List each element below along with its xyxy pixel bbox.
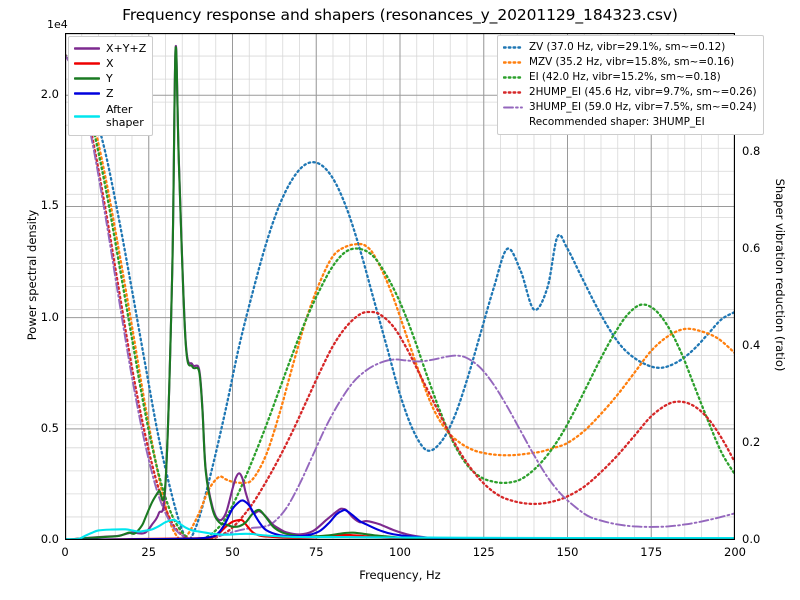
y-tick-label-right: 0.2 [742, 434, 761, 449]
series-ei [65, 53, 735, 540]
legend-line-swatch [503, 87, 523, 98]
legend-item-3hump_ei[interactable]: 3HUMP_EI (59.0 Hz, vibr=7.5%, sm~=0.24) [503, 100, 757, 115]
y-tick-label-left: 2.0 [40, 87, 59, 102]
y-axis-offset-text: 1e4 [47, 18, 68, 31]
x-axis-label: Frequency, Hz [359, 568, 441, 582]
y-axis-label-right: Shaper vibration reduction (ratio) [773, 178, 787, 372]
x-tick-label: 25 [141, 545, 157, 559]
legend-line-swatch [503, 72, 523, 83]
y-tick-label-left: 0.5 [40, 420, 59, 435]
series-mzv [65, 53, 735, 540]
legend-item-label: 2HUMP_EI (45.6 Hz, vibr=9.7%, sm~=0.26) [529, 86, 757, 98]
legend-item-label: EI (42.0 Hz, vibr=15.2%, sm~=0.18) [529, 71, 721, 83]
x-tick-label: 125 [472, 545, 495, 559]
legend-item-label: Z [106, 87, 114, 100]
x-tick-label: 0 [61, 545, 69, 559]
legend-item-label: After shaper [106, 103, 144, 129]
recommended-shaper-note: Recommended shaper: 3HUMP_EI [503, 115, 757, 130]
legend-item-2hump_ei[interactable]: 2HUMP_EI (45.6 Hz, vibr=9.7%, sm~=0.26) [503, 85, 757, 100]
series-y [65, 46, 735, 540]
legend-line-swatch [74, 88, 100, 99]
legend-item-z[interactable]: Z [74, 86, 146, 101]
legend-item-zv[interactable]: ZV (37.0 Hz, vibr=29.1%, sm~=0.12) [503, 40, 757, 55]
legend-line-swatch [74, 58, 100, 69]
y-tick-label-right: 0.0 [742, 532, 761, 546]
x-tick-label: 200 [724, 545, 746, 559]
x-tick-label: 75 [308, 545, 324, 559]
legend-item-label: 3HUMP_EI (59.0 Hz, vibr=7.5%, sm~=0.24) [529, 101, 757, 113]
legend-line-swatch [74, 73, 100, 84]
series-3hump_ei [65, 53, 735, 540]
y-tick-label-right: 0.4 [742, 337, 761, 352]
legend-item-after-shaper[interactable]: After shaper [74, 101, 146, 131]
x-tick-label: 100 [389, 545, 411, 559]
series-after-shaper [65, 518, 735, 540]
y-tick-label-left: 1.5 [40, 198, 59, 213]
legend-item-y[interactable]: Y [74, 71, 146, 86]
legend-line-swatch [74, 43, 100, 54]
legend-item-label: X+Y+Z [106, 42, 147, 55]
legend-item-x[interactable]: X [74, 56, 146, 71]
legend-item-label: MZV (35.2 Hz, vibr=15.8%, sm~=0.16) [529, 56, 735, 68]
y-tick-label-right: 0.6 [742, 240, 761, 255]
x-tick-label: 150 [556, 545, 579, 559]
legend-item-x-y-z[interactable]: X+Y+Z [74, 41, 146, 56]
y-axis-label-left: Power spectral density [25, 209, 39, 341]
recommended-shaper-label: Recommended shaper: 3HUMP_EI [529, 116, 705, 128]
legend-signals: X+Y+Z X Y Z After shaper [68, 36, 154, 136]
y-tick-label-left: 0.0 [40, 532, 59, 546]
legend-shapers: ZV (37.0 Hz, vibr=29.1%, sm~=0.12) MZV (3… [497, 35, 764, 135]
legend-item-label: ZV (37.0 Hz, vibr=29.1%, sm~=0.12) [529, 41, 726, 53]
legend-line-swatch [74, 111, 100, 122]
x-tick-label: 175 [640, 545, 663, 559]
legend-line-swatch [503, 42, 523, 53]
legend-line-swatch [503, 102, 523, 113]
legend-item-mzv[interactable]: MZV (35.2 Hz, vibr=15.8%, sm~=0.16) [503, 55, 757, 70]
series-x-y-z [65, 44, 735, 540]
series-zv [65, 53, 735, 540]
legend-item-ei[interactable]: EI (42.0 Hz, vibr=15.2%, sm~=0.18) [503, 70, 757, 85]
chart-title: Frequency response and shapers (resonanc… [122, 6, 678, 24]
legend-item-label: X [106, 57, 114, 70]
x-tick-label: 50 [225, 545, 240, 559]
legend-line-swatch [503, 57, 523, 68]
y-tick-label-left: 1.0 [40, 309, 59, 324]
y-tick-label-right: 0.8 [742, 143, 761, 158]
legend-item-label: Y [106, 72, 113, 85]
